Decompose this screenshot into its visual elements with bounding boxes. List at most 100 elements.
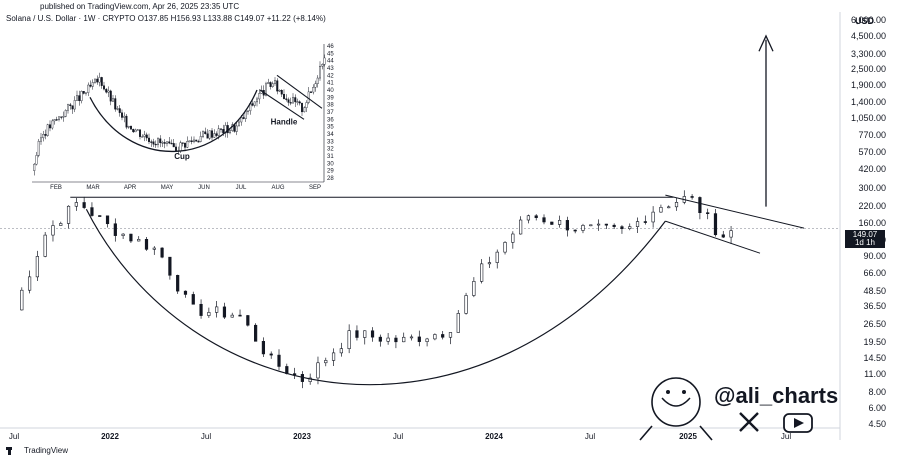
y-tick-label: 4,500.00 — [850, 31, 886, 42]
inset-candle — [98, 77, 101, 83]
inset-candle — [132, 128, 135, 133]
inset-candle — [206, 133, 209, 139]
inset-candle — [33, 163, 36, 171]
candle-up — [66, 205, 71, 224]
inset-candle — [208, 130, 211, 139]
inset-candle — [186, 141, 189, 148]
inset-candle — [84, 92, 87, 94]
published-line: published on TradingView.com, Apr 26, 20… — [40, 2, 240, 11]
inset-candle — [217, 128, 220, 136]
candle-down — [534, 215, 538, 218]
inset-x-tick: FEB — [50, 185, 62, 191]
inset-candle — [278, 90, 281, 92]
inset-y-tick: 39 — [327, 95, 334, 101]
inset-candle — [159, 138, 162, 144]
y-tick-label: 90.00 — [863, 250, 886, 261]
y-tick-label: 48.50 — [863, 285, 886, 296]
inset-x-tick: JUN — [198, 185, 210, 191]
y-tick-label: 420.00 — [858, 164, 886, 175]
inset-candle — [305, 102, 308, 108]
x-tick-label: Jul — [780, 432, 792, 441]
y-tick-label: 11.00 — [864, 368, 886, 379]
inset-y-tick: 32 — [327, 147, 334, 153]
inset-candle — [267, 82, 270, 85]
inset-candle — [105, 88, 108, 93]
last-price-tag: 149.07 1d 1h — [845, 230, 885, 248]
candle-up — [316, 362, 320, 379]
inset-y-tick: 33 — [327, 139, 334, 145]
y-tick-label: 300.00 — [858, 183, 886, 194]
y-tick-label: 36.50 — [863, 301, 886, 312]
inset-candle — [120, 112, 123, 118]
candle-down — [277, 354, 281, 367]
candle-up — [402, 336, 406, 343]
inset-candle — [256, 98, 259, 103]
inset-candle — [136, 129, 139, 131]
inset-candle — [269, 82, 272, 87]
inset-candle — [289, 102, 292, 104]
candle-up — [386, 337, 390, 342]
candle-up — [51, 225, 55, 236]
candle-down — [98, 215, 102, 217]
inset-candle — [183, 142, 186, 148]
inset-y-tick: 29 — [327, 169, 334, 175]
candle-down — [285, 366, 289, 374]
candle-down — [82, 202, 86, 208]
candle-down — [113, 223, 117, 236]
footer-brand[interactable]: TradingView — [6, 446, 68, 455]
inset-candle — [152, 141, 155, 145]
inset-candle — [188, 140, 191, 142]
candle-up — [557, 220, 562, 225]
inset-candle — [165, 141, 168, 144]
inset-candle — [274, 80, 277, 84]
inset-candle — [150, 141, 153, 143]
x-tick-label: Jul — [8, 432, 20, 441]
inset-candle — [287, 99, 290, 103]
y-tick-label: 770.00 — [858, 130, 886, 141]
candle-up — [347, 330, 351, 349]
inset-x-tick: MAR — [86, 185, 100, 191]
target-arrowhead — [758, 34, 774, 52]
candle-up — [20, 289, 24, 311]
inset-candle — [129, 126, 132, 130]
candle-up — [448, 332, 453, 338]
inset-candle — [168, 141, 171, 144]
candle-up — [674, 202, 679, 208]
inset-candle — [246, 110, 249, 112]
ohlc-values: O137.85 H156.93 L133.88 C149.07 +11.22 (… — [137, 14, 326, 23]
inset-y-tick: 30 — [327, 161, 334, 167]
inset-candle — [58, 116, 61, 120]
inset-candle — [190, 140, 193, 142]
inset-candle — [100, 77, 103, 86]
inset-candle — [37, 140, 40, 156]
inset-candle — [265, 83, 268, 96]
inset-candle — [213, 133, 216, 138]
inset-candle — [271, 83, 274, 87]
inset-candle — [145, 134, 148, 139]
y-tick-label: 570.00 — [858, 147, 886, 158]
inset-candle — [49, 124, 52, 129]
inset-candle — [107, 90, 110, 93]
inset-y-tick: 31 — [327, 154, 334, 160]
candle-down — [246, 315, 250, 326]
candle-up — [495, 251, 499, 263]
inset-x-tick: MAY — [161, 185, 174, 191]
candle-down — [269, 353, 273, 356]
inset-y-tick: 38 — [327, 103, 334, 109]
inset-candle — [201, 131, 204, 137]
inset-candle — [143, 134, 146, 137]
inset-y-tick: 36 — [327, 117, 334, 123]
candle-down — [643, 221, 647, 223]
inset-candle — [303, 107, 306, 113]
inset-y-tick: 34 — [327, 132, 334, 138]
candle-up — [581, 225, 585, 231]
candle-down — [565, 220, 569, 231]
x-tick-label: 2024 — [485, 432, 503, 441]
inset-candle — [93, 78, 96, 83]
inset-candle — [314, 83, 317, 88]
candle-up — [27, 276, 32, 291]
symbol-legend: Solana / U.S. Dollar · 1W · CRYPTO O137.… — [6, 14, 326, 23]
inset-candle — [319, 65, 322, 79]
inset-candle — [73, 100, 76, 110]
